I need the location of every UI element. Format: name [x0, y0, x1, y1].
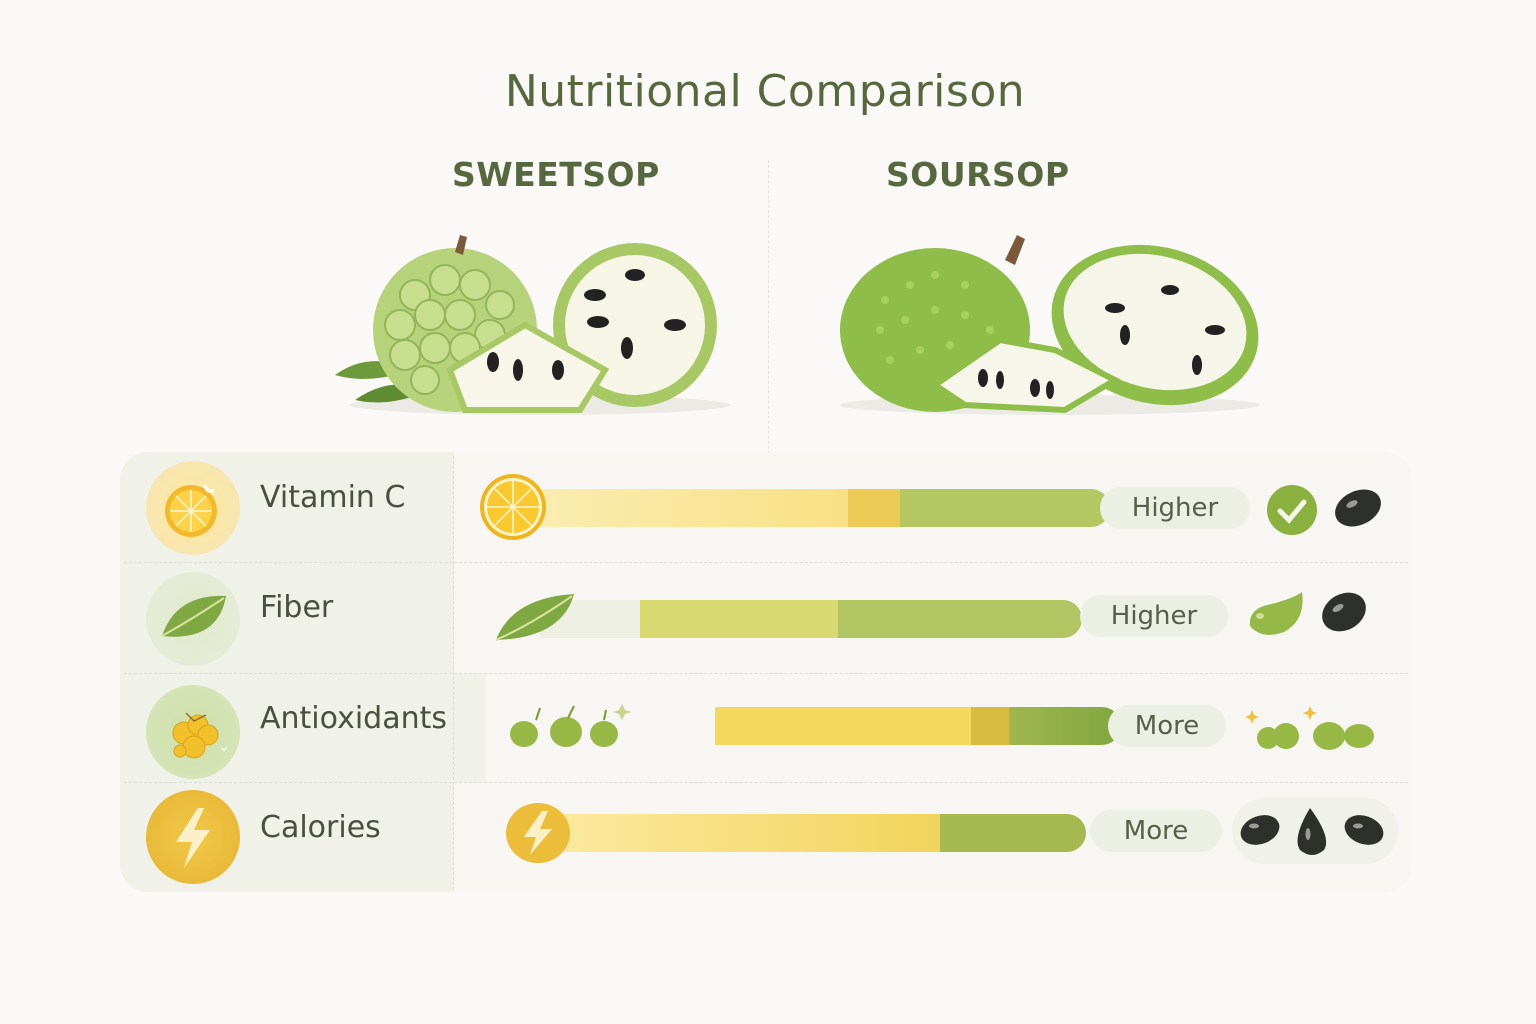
result-pill: Higher — [1100, 487, 1250, 529]
column-header-sweetsop: SWEETSOP — [452, 155, 660, 194]
row-label: Fiber — [260, 590, 334, 625]
row-label: Antioxidants — [260, 701, 447, 736]
result-label: More — [1134, 711, 1200, 741]
green-berries-icon — [506, 700, 636, 754]
lemon-slice-icon — [146, 461, 240, 555]
row-vitamin-c: Vitamin C — [120, 452, 1412, 560]
label-column-extension — [454, 674, 486, 782]
row-calories: Calories — [120, 782, 1412, 890]
soursop-illustration — [825, 230, 1275, 420]
lightning-icon — [146, 790, 240, 884]
lightning-icon — [500, 801, 578, 869]
leaf-icon — [146, 572, 240, 666]
result-pill: Higher — [1080, 595, 1228, 637]
vitamin-c-bar — [512, 489, 1110, 527]
row-separator — [124, 673, 1408, 674]
antioxidants-bar — [715, 707, 1121, 745]
result-label: Higher — [1110, 601, 1198, 631]
lemon-slice-icon — [478, 472, 550, 548]
black-seed-icon — [1318, 590, 1370, 638]
calories-bar — [550, 814, 1086, 852]
berries-icon — [146, 685, 240, 779]
result-pill: More — [1108, 705, 1226, 747]
black-seed-icon — [1332, 486, 1384, 534]
row-fiber: Fiber — [120, 562, 1412, 670]
result-pill: More — [1090, 810, 1222, 852]
row-antioxidants: Antioxidants — [120, 673, 1412, 781]
sparkle-icon — [1244, 704, 1384, 756]
result-label: More — [1123, 816, 1189, 846]
row-separator — [124, 782, 1408, 783]
row-separator — [124, 562, 1408, 563]
page-title: Nutritional Comparison — [504, 66, 1026, 117]
row-label: Vitamin C — [260, 480, 406, 515]
green-seed-icon — [1244, 590, 1306, 644]
black-seeds-group — [1232, 798, 1398, 864]
leaf-icon — [492, 588, 576, 648]
sweetsop-illustration — [330, 230, 740, 420]
result-label: Higher — [1131, 493, 1219, 523]
fiber-bar — [540, 600, 1082, 638]
row-label: Calories — [260, 810, 381, 845]
check-badge-icon — [1266, 484, 1318, 540]
column-header-soursop: SOURSOP — [886, 155, 1070, 194]
